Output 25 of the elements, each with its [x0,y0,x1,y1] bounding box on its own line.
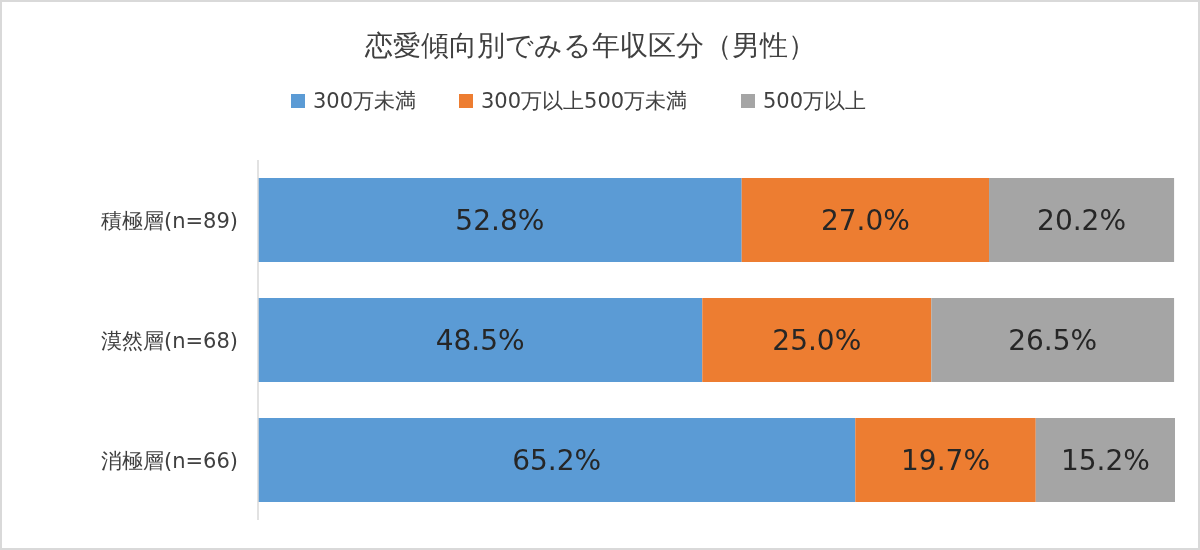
data-label: 15.2% [1060,444,1150,477]
chart-title: 恋愛傾向別でみる年収区分（男性） [363,29,816,62]
legend-label: 300万以上500万未満 [481,89,688,113]
data-label: 19.7% [901,444,990,477]
y-tick-label: 漠然層(n=68) [100,329,238,353]
bar [258,418,856,502]
data-label: 52.8% [455,204,545,237]
bar [258,178,742,262]
data-label: 65.2% [512,444,602,477]
bar [855,418,1036,502]
data-label: 20.2% [1037,204,1127,237]
legend-label: 500万以上 [763,89,867,113]
y-tick-label: 積極層(n=89) [100,209,238,233]
data-label: 27.0% [820,204,910,237]
bar [1035,418,1176,502]
data-label: 26.5% [1008,324,1098,357]
data-label: 25.0% [772,324,862,357]
legend-label: 300万未満 [313,89,417,113]
data-label: 48.5% [435,324,525,357]
bar [741,178,990,262]
bar [989,178,1175,262]
bar [258,298,703,382]
bar [702,298,932,382]
y-tick-label: 消極層(n=66) [100,449,238,473]
bar [931,298,1175,382]
